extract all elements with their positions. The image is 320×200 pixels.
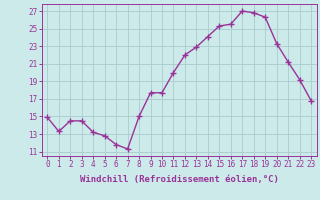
X-axis label: Windchill (Refroidissement éolien,°C): Windchill (Refroidissement éolien,°C) bbox=[80, 175, 279, 184]
